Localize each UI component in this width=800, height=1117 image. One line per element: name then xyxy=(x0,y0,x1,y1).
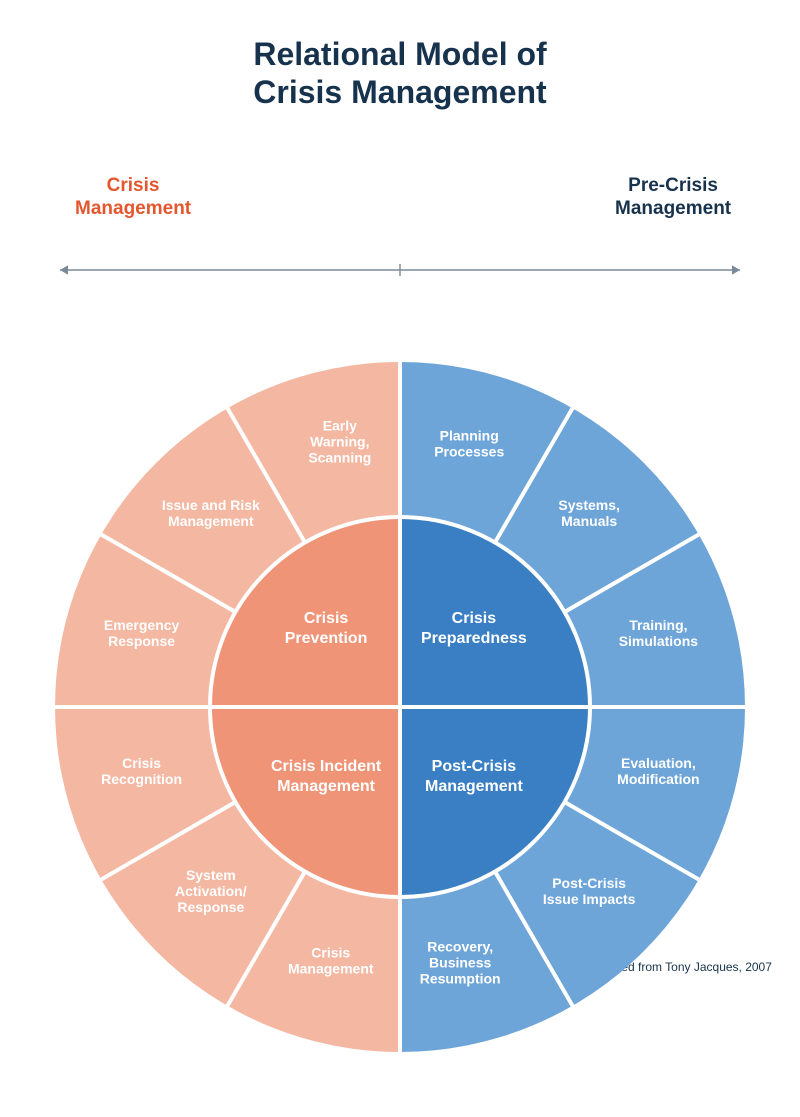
segment-label: Issue and RiskManagement xyxy=(162,496,260,528)
title-line2: Crisis Management xyxy=(253,74,546,110)
page-title: Relational Model of Crisis Management xyxy=(0,0,800,112)
segment-label: EmergencyResponse xyxy=(104,616,180,648)
title-line1: Relational Model of xyxy=(253,36,546,72)
segment-label: PlanningProcesses xyxy=(434,427,504,459)
relational-model-diagram: CrisisPreparednessPost-CrisisManagementC… xyxy=(0,112,800,1117)
segment-label: Training,Simulations xyxy=(619,616,699,648)
segment-label: Evaluation,Modification xyxy=(617,755,699,787)
segment-label: Recovery,BusinessResumption xyxy=(420,938,501,986)
segment-label: Systems,Manuals xyxy=(558,496,619,528)
segment-label: Post-CrisisIssue Impacts xyxy=(543,875,636,907)
